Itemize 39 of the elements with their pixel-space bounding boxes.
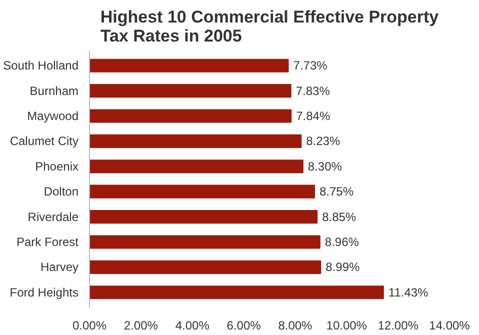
- y-tick-label: Phoenix: [35, 159, 79, 174]
- x-tick-label: 8.00%: [278, 318, 313, 332]
- data-label: 7.73%: [293, 58, 328, 73]
- y-tick-label: Harvey: [40, 260, 79, 274]
- bar: [90, 260, 322, 274]
- data-label: 11.43%: [388, 285, 429, 300]
- bar: [90, 184, 315, 198]
- x-tick-label: 2.00%: [124, 318, 158, 332]
- data-label: 7.84%: [296, 109, 330, 124]
- bar: [90, 134, 302, 148]
- x-tick-label: 12.00%: [378, 318, 419, 332]
- x-tick-label: 14.00%: [429, 318, 470, 332]
- data-label: 8.85%: [322, 210, 356, 224]
- x-tick-label: 6.00%: [226, 318, 262, 332]
- bar: [90, 286, 384, 300]
- data-label: 8.30%: [308, 159, 342, 174]
- x-tick-label: 0.00%: [72, 318, 107, 332]
- bar: [90, 109, 292, 123]
- y-tick-label: Calumet City: [10, 134, 79, 148]
- y-tick-label: Burnham: [30, 84, 79, 98]
- y-tick-label: Dolton: [44, 184, 78, 199]
- data-label: 8.75%: [320, 184, 354, 199]
- y-tick-label: Riverdale: [28, 210, 79, 224]
- data-label: 8.23%: [306, 134, 340, 148]
- y-tick-label: Maywood: [27, 109, 78, 124]
- y-tick-label: South Holland: [3, 58, 79, 73]
- y-tick-label: Park Forest: [16, 234, 80, 249]
- bar: [90, 84, 292, 98]
- chart-title: Highest 10 Commercial Effective Property Tax Rates in 2005: [100, 8, 440, 46]
- x-tick-label: 10.00%: [326, 318, 368, 332]
- data-label: 7.83%: [296, 84, 330, 98]
- bar: [90, 210, 318, 224]
- x-tick-label: 4.00%: [175, 318, 210, 332]
- data-label: 8.99%: [326, 260, 360, 274]
- bar: [90, 160, 304, 174]
- bar: [90, 58, 289, 72]
- y-tick-label: Ford Heights: [10, 285, 79, 300]
- bar: [90, 235, 320, 249]
- data-label: 8.96%: [324, 234, 360, 249]
